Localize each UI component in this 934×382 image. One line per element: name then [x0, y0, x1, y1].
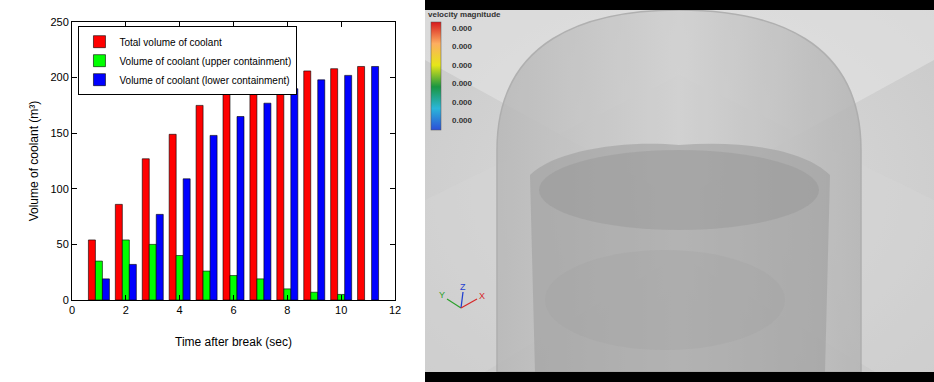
- svg-text:Total volume of coolant: Total volume of coolant: [119, 37, 222, 48]
- svg-text:Volume of coolant (lower conta: Volume of coolant (lower containment): [119, 75, 289, 86]
- svg-text:10: 10: [335, 304, 347, 316]
- svg-text:Z: Z: [460, 282, 466, 292]
- svg-text:Y: Y: [439, 290, 445, 300]
- svg-text:0.000: 0.000: [452, 42, 473, 51]
- svg-text:Time after break (sec): Time after break (sec): [175, 335, 292, 349]
- svg-text:4: 4: [177, 304, 183, 316]
- svg-text:0.000: 0.000: [452, 116, 473, 125]
- svg-text:200: 200: [50, 71, 68, 83]
- svg-text:0: 0: [69, 304, 75, 316]
- svg-text:250: 250: [50, 16, 68, 28]
- svg-text:0.000: 0.000: [452, 98, 473, 107]
- svg-text:0.000: 0.000: [452, 79, 473, 88]
- svg-text:0: 0: [63, 294, 69, 306]
- svg-text:0.000: 0.000: [452, 24, 473, 33]
- svg-text:6: 6: [230, 304, 236, 316]
- svg-text:Volume of coolant (upper conta: Volume of coolant (upper containment): [119, 56, 291, 67]
- svg-text:0.000: 0.000: [452, 61, 473, 70]
- svg-text:X: X: [479, 291, 485, 301]
- svg-text:150: 150: [50, 127, 68, 139]
- svg-text:8: 8: [284, 304, 290, 316]
- svg-text:100: 100: [50, 183, 68, 195]
- svg-text:velocity magnitude: velocity magnitude: [428, 10, 501, 19]
- svg-text:2: 2: [123, 304, 129, 316]
- svg-text:Volume of coolant (m³): Volume of coolant (m³): [27, 101, 41, 222]
- svg-text:12: 12: [389, 304, 401, 316]
- svg-text:50: 50: [57, 238, 69, 250]
